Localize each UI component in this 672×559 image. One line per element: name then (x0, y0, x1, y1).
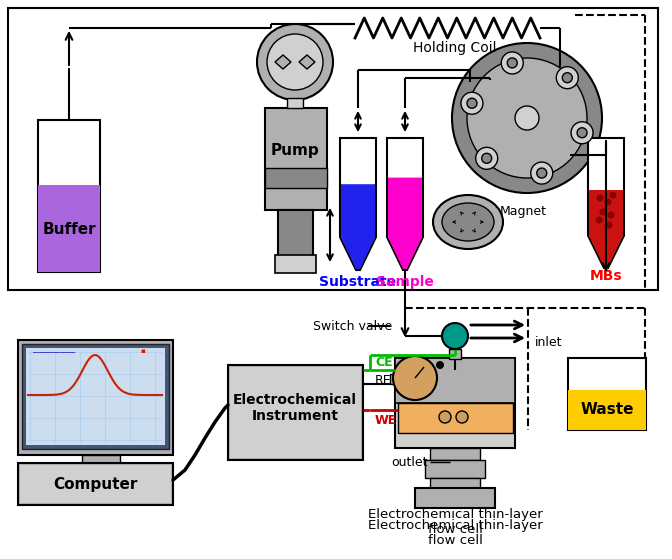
Circle shape (482, 153, 492, 163)
Bar (395, 358, 515, 448)
Circle shape (605, 198, 612, 206)
Circle shape (605, 221, 612, 229)
Polygon shape (299, 55, 315, 69)
Bar (8, 8, 658, 290)
Text: CE: CE (375, 356, 392, 368)
Ellipse shape (442, 203, 494, 241)
Text: ▪: ▪ (140, 348, 144, 354)
Circle shape (531, 162, 553, 184)
Bar (287, 98, 303, 108)
Bar (390, 374, 396, 384)
Bar (38, 120, 100, 272)
Polygon shape (340, 138, 376, 270)
Bar (278, 210, 313, 265)
Text: Electrochemical thin-layer
flow cell: Electrochemical thin-layer flow cell (368, 508, 542, 536)
Circle shape (562, 73, 573, 83)
Circle shape (467, 58, 587, 178)
Bar (230, 367, 361, 458)
Circle shape (595, 216, 603, 224)
Polygon shape (387, 138, 423, 270)
Circle shape (452, 43, 602, 193)
Text: MBs: MBs (590, 269, 622, 283)
Circle shape (461, 92, 483, 114)
Text: outlet: outlet (392, 456, 428, 468)
Circle shape (467, 98, 477, 108)
Polygon shape (388, 178, 422, 269)
Circle shape (439, 411, 451, 423)
Circle shape (267, 34, 323, 90)
Circle shape (515, 106, 539, 130)
Circle shape (571, 122, 593, 144)
Text: Electrochemical
Instrument: Electrochemical Instrument (233, 393, 357, 423)
Bar (568, 358, 646, 430)
Bar (18, 340, 173, 455)
Circle shape (476, 148, 498, 169)
Bar (228, 365, 363, 460)
Bar (38, 185, 100, 272)
Text: Pump: Pump (271, 143, 319, 158)
Text: Sample: Sample (376, 275, 434, 289)
Circle shape (442, 323, 468, 349)
Bar (425, 460, 485, 478)
Text: Substrate: Substrate (319, 275, 396, 289)
Polygon shape (341, 184, 375, 269)
Bar (26, 348, 165, 445)
Text: Electrochemical thin-layer
flow cell: Electrochemical thin-layer flow cell (368, 519, 542, 547)
Text: RE: RE (375, 373, 392, 386)
Bar (395, 358, 515, 403)
Circle shape (610, 192, 616, 198)
Text: ━━━━━━━━━━━━━━━: ━━━━━━━━━━━━━━━ (32, 349, 75, 354)
Circle shape (257, 24, 333, 100)
Circle shape (501, 52, 523, 74)
Circle shape (577, 128, 587, 138)
Text: Buffer: Buffer (42, 222, 96, 238)
Bar (430, 478, 480, 488)
Text: Holding Coil: Holding Coil (413, 41, 497, 55)
Bar (26, 348, 165, 445)
Text: inlet: inlet (535, 337, 562, 349)
Circle shape (507, 58, 517, 68)
Bar (430, 448, 480, 460)
Bar (20, 465, 171, 503)
Text: Switch valve: Switch valve (312, 320, 392, 333)
Bar (22, 344, 169, 449)
Circle shape (537, 168, 547, 178)
Polygon shape (275, 55, 291, 69)
Bar (449, 349, 461, 359)
Ellipse shape (433, 195, 503, 249)
Text: Computer: Computer (53, 476, 137, 491)
Bar (275, 255, 316, 273)
Bar (398, 403, 513, 433)
Circle shape (597, 195, 603, 201)
Circle shape (599, 209, 607, 216)
Polygon shape (588, 138, 624, 268)
Text: WE: WE (375, 414, 397, 427)
Text: Waste: Waste (580, 402, 634, 418)
Circle shape (607, 211, 614, 219)
Bar (568, 390, 646, 430)
Bar (18, 463, 173, 505)
Bar (265, 108, 327, 210)
Circle shape (436, 361, 444, 369)
Bar (265, 168, 327, 188)
Circle shape (456, 411, 468, 423)
Polygon shape (589, 190, 623, 267)
Bar (415, 488, 495, 508)
Bar (82, 455, 120, 463)
Circle shape (393, 356, 437, 400)
Text: Magnet: Magnet (500, 206, 547, 219)
Circle shape (556, 67, 579, 89)
